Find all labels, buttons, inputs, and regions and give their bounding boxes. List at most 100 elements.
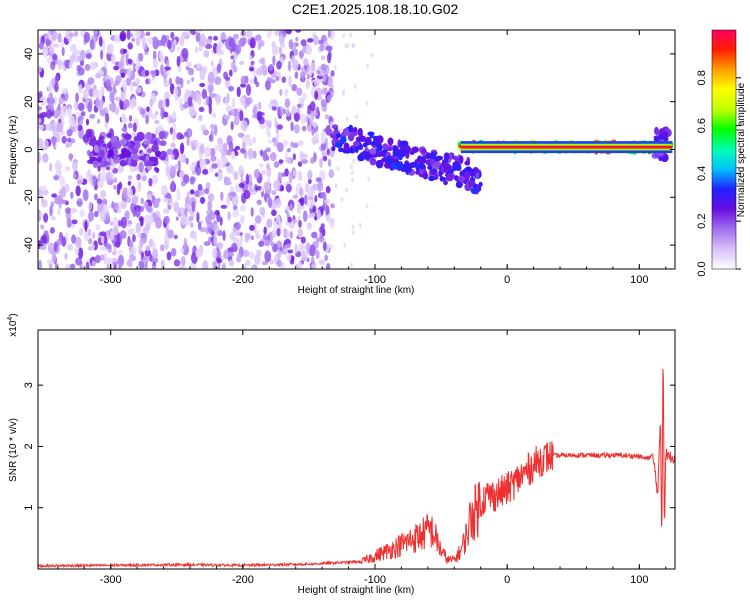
spectrogram-cell	[355, 114, 359, 120]
x-tick-label: -200	[232, 574, 254, 586]
spectrogram-cell	[248, 251, 255, 259]
spectrogram-cell	[325, 125, 332, 136]
spectrogram-cell	[253, 168, 261, 180]
spectrogram-cell	[243, 263, 247, 269]
spectrogram-cell	[105, 79, 112, 88]
spectrogram-cell	[308, 68, 313, 76]
spectrogram-cell	[245, 83, 252, 96]
spectrogram-cell	[103, 253, 107, 265]
colorbar-axis: 0.0 0.2 0.4 0.6 0.8	[696, 70, 741, 277]
spectrogram-cell	[158, 51, 164, 60]
spectrogram-cell	[98, 99, 104, 107]
spectrogram-cell	[117, 165, 124, 174]
spectrogram-cell	[173, 86, 178, 98]
spectrogram-cell	[326, 148, 330, 156]
spectrogram-cell	[161, 184, 168, 197]
spectrogram-cell	[160, 64, 164, 76]
spectrogram-cell	[309, 115, 313, 127]
bottom-x-axis-title: Height of straight line (km)	[298, 585, 415, 596]
spectrogram-cell	[290, 121, 294, 132]
spectrogram-cell	[349, 164, 353, 170]
spectrogram-cell	[288, 39, 294, 50]
bottom-plot-frame	[37, 329, 676, 570]
spectrogram-cell	[201, 124, 207, 131]
spectrogram-cell	[200, 142, 205, 155]
spectrogram-feature-cell	[102, 161, 110, 166]
spectrogram-cell	[194, 190, 200, 198]
spectrogram-feature-cell	[367, 131, 375, 137]
spectrogram-cell	[82, 90, 89, 100]
spectrogram-cell	[351, 224, 355, 230]
spectrogram-feature-cell	[439, 175, 444, 182]
spectrogram-cell	[307, 178, 312, 185]
spectrogram-cell	[321, 228, 326, 237]
spectrogram-cell	[240, 83, 247, 88]
spectrogram-cell	[127, 180, 132, 186]
spectrogram-cell	[126, 188, 134, 198]
spectrogram-cell	[262, 150, 268, 162]
spectrogram-cell	[278, 220, 282, 231]
spectrogram-cell	[324, 254, 328, 262]
spectrogram-cell	[74, 236, 82, 249]
spectrogram-cell	[138, 260, 145, 269]
spectrogram-cell	[175, 76, 181, 85]
spectrogram-cell	[297, 140, 304, 146]
spectrogram-cell	[189, 189, 195, 195]
spectrogram-cell	[320, 55, 325, 61]
spectrogram-cell	[187, 96, 193, 107]
spectrogram-cell	[213, 124, 218, 136]
spectrogram-cell	[202, 129, 210, 136]
spectrogram-cell	[70, 209, 76, 214]
spectrogram-cell	[181, 47, 189, 60]
spectrogram-cell	[191, 142, 196, 151]
spectrogram-marks	[38, 30, 674, 269]
spectrogram-cell	[292, 59, 299, 71]
spectrogram-cell	[83, 32, 91, 43]
spectrogram-cell	[170, 247, 177, 257]
spectrogram-cell	[315, 130, 319, 140]
spectrogram-cell	[144, 70, 150, 77]
spectrogram-cell	[199, 33, 206, 46]
spectrogram-cell	[186, 79, 191, 85]
spectrogram-cell	[318, 39, 324, 45]
spectrogram-cell	[196, 94, 202, 105]
spectrogram-feature-cell	[415, 170, 420, 175]
spectrogram-cell	[195, 248, 203, 259]
spectrogram-cell	[49, 227, 55, 234]
spectrogram-cell	[334, 183, 338, 189]
spectrogram-cell	[112, 83, 117, 93]
spectrogram-cell	[327, 158, 332, 167]
spectrogram-cell	[234, 229, 241, 237]
spectrogram-cell	[166, 148, 174, 155]
spectrogram-cell	[110, 257, 118, 263]
spectrogram-cell	[278, 159, 284, 164]
spectrogram-cell	[152, 212, 157, 220]
spectrogram-cell	[89, 38, 95, 50]
spectrogram-cell	[77, 55, 82, 63]
spectrogram-cell	[120, 92, 127, 102]
spectrogram-cell	[114, 96, 121, 102]
spectrogram-cell	[306, 73, 310, 80]
spectrogram-cell	[267, 131, 272, 139]
spectrogram-cell	[260, 149, 264, 157]
spectrogram-cell	[245, 97, 251, 107]
spectrogram-cell	[274, 197, 282, 209]
spectrogram-cell	[206, 209, 211, 215]
spectrogram-feature-cell	[373, 135, 379, 143]
spectrogram-cell	[163, 215, 170, 225]
spectrogram-cell	[178, 265, 186, 269]
spectrogram-cell	[216, 258, 222, 264]
spectrogram-cell	[38, 138, 44, 150]
spectrogram-cell	[70, 138, 76, 144]
spectrogram-cell	[316, 209, 321, 220]
spectrogram-cell	[145, 31, 151, 36]
spectrogram-cell	[249, 78, 256, 84]
spectrogram-cell	[202, 260, 209, 269]
spectrogram-cell	[246, 138, 254, 147]
spectrogram-cell	[283, 108, 287, 115]
spectrogram-cell	[77, 102, 85, 112]
spectrogram-cell	[129, 245, 137, 256]
spectrogram-feature-cell	[663, 131, 669, 139]
spectrogram-cell	[121, 115, 127, 124]
